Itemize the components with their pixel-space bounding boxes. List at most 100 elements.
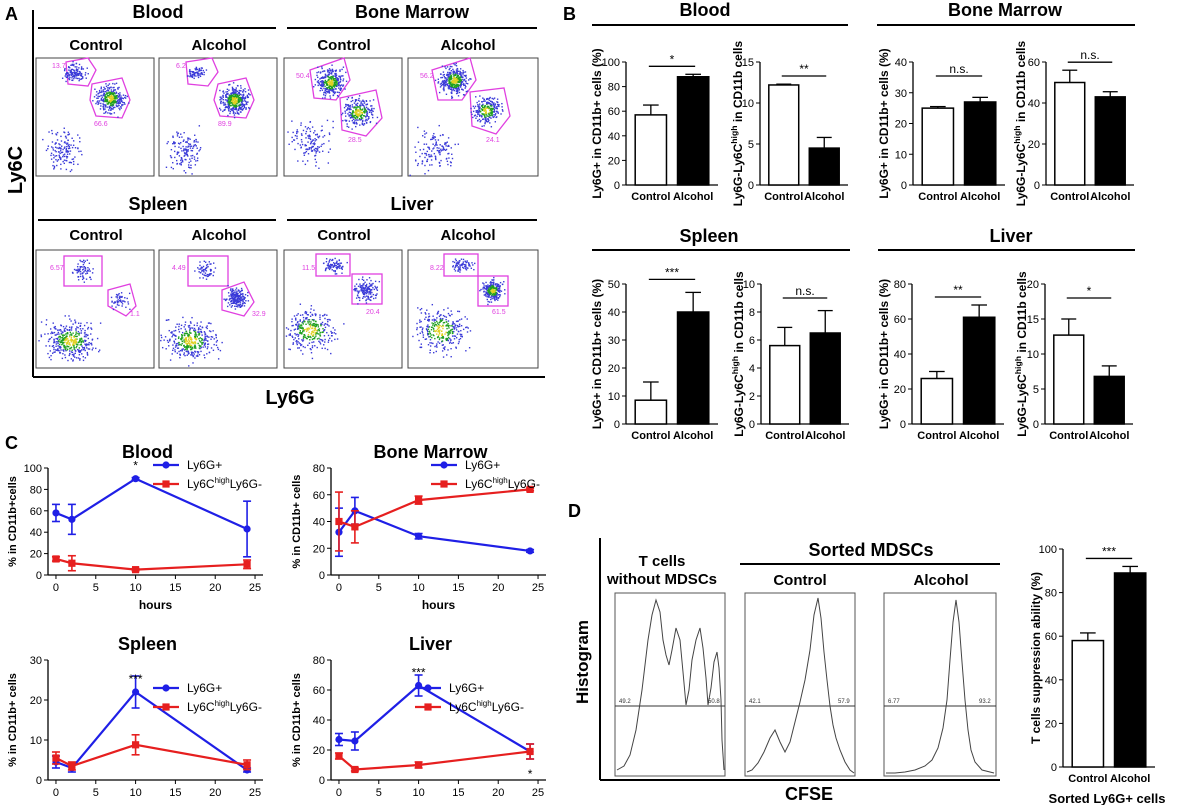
- flow-event-dot: [200, 267, 202, 269]
- flow-event-dot: [317, 80, 320, 82]
- x-tick-label: Alcohol: [1110, 773, 1150, 785]
- flow-event-dot: [455, 69, 458, 71]
- flow-event-dot: [96, 97, 98, 99]
- flow-event-dot: [324, 338, 326, 341]
- flow-event-dot: [342, 78, 345, 80]
- flow-event-dot: [447, 73, 450, 76]
- y-tick-label: 10: [608, 391, 620, 403]
- flow-event-dot: [442, 71, 445, 73]
- flow-event-dot: [200, 321, 202, 323]
- flow-event-dot: [487, 105, 490, 108]
- flow-event-dot: [333, 90, 335, 93]
- flow-event-dot: [493, 114, 495, 116]
- flow-event-dot: [440, 148, 442, 151]
- flow-event-dot: [356, 109, 358, 111]
- flow-event-dot: [313, 337, 316, 340]
- flow-event-dot: [320, 324, 322, 327]
- flow-event-dot: [303, 319, 305, 321]
- flow-event-dot: [458, 89, 461, 91]
- flow-event-dot: [63, 69, 66, 72]
- flow-event-dot: [69, 334, 71, 336]
- flow-event-dot: [335, 333, 337, 335]
- flow-event-dot: [316, 74, 318, 77]
- flow-event-dot: [239, 104, 241, 106]
- flow-event-dot: [326, 331, 328, 334]
- flow-event-dot: [456, 79, 458, 81]
- flow-event-dot: [247, 300, 250, 302]
- flow-event-dot: [447, 137, 450, 139]
- flow-event-dot: [457, 90, 459, 92]
- flow-event-dot: [70, 358, 73, 360]
- flow-event-dot: [116, 97, 119, 99]
- flow-event-dot: [314, 154, 317, 157]
- flow-event-dot: [372, 110, 374, 113]
- flow-event-dot: [240, 296, 242, 298]
- flow-event-dot: [59, 345, 61, 348]
- flow-event-dot: [489, 122, 491, 124]
- y-tick-label: 40: [608, 131, 620, 143]
- flow-event-dot: [332, 85, 335, 87]
- flow-event-dot: [346, 98, 348, 101]
- flow-event-dot: [239, 107, 242, 110]
- flow-event-dot: [293, 338, 295, 341]
- flow-event-dot: [119, 94, 121, 96]
- flow-event-dot: [104, 104, 107, 106]
- flow-event-dot: [186, 154, 189, 157]
- flow-event-dot: [313, 143, 316, 146]
- flow-event-dot: [62, 155, 64, 158]
- flow-event-dot: [317, 150, 319, 152]
- flow-event-dot: [249, 94, 251, 96]
- flow-event-dot: [201, 339, 203, 342]
- data-point-ly6c: [335, 752, 343, 760]
- flow-event-dot: [297, 160, 299, 162]
- flow-event-dot: [315, 333, 317, 335]
- flow-event-dot: [206, 275, 209, 278]
- flow-event-dot: [243, 106, 246, 109]
- data-point-ly6c: [351, 523, 359, 531]
- flow-event-dot: [308, 342, 311, 344]
- flow-event-dot: [322, 136, 324, 138]
- flow-event-dot: [195, 160, 197, 162]
- flow-event-dot: [60, 340, 62, 342]
- flow-event-dot: [463, 79, 465, 82]
- flow-event-dot: [308, 336, 310, 339]
- flow-event-dot: [186, 150, 188, 152]
- flow-event-dot: [360, 103, 362, 105]
- flow-event-dot: [90, 333, 92, 335]
- flow-event-dot: [111, 301, 113, 303]
- flow-event-dot: [484, 121, 486, 123]
- flow-event-dot: [75, 62, 77, 65]
- flow-event-dot: [115, 96, 117, 98]
- flow-event-dot: [309, 326, 312, 328]
- flow-event-dot: [364, 281, 366, 283]
- flow-event-dot: [453, 74, 455, 77]
- flow-event-dot: [453, 73, 455, 75]
- flow-event-dot: [55, 334, 57, 336]
- flow-event-dot: [69, 348, 71, 350]
- flow-event-dot: [439, 165, 441, 167]
- flow-event-dot: [177, 132, 180, 134]
- flow-event-dot: [317, 71, 320, 73]
- flow-event-dot: [119, 299, 121, 302]
- flow-event-dot: [448, 75, 451, 77]
- flow-event-dot: [312, 145, 315, 148]
- line-chart-C-spleen: 01020300510152025hoursSpleen% in CD11b+ …: [7, 634, 263, 805]
- flow-event-dot: [197, 76, 200, 79]
- flow-event-dot: [336, 268, 338, 270]
- flow-event-dot: [372, 282, 374, 285]
- flow-event-dot: [369, 292, 371, 294]
- flow-event-dot: [230, 306, 233, 308]
- flow-event-dot: [339, 77, 342, 79]
- flow-event-dot: [332, 94, 335, 96]
- flow-event-dot: [370, 296, 372, 298]
- flow-event-dot: [446, 157, 448, 160]
- flow-event-dot: [49, 338, 51, 340]
- flow-event-dot: [61, 343, 63, 346]
- flow-event-dot: [321, 331, 323, 334]
- panel-c-label: C: [5, 433, 18, 453]
- flow-event-dot: [215, 341, 218, 343]
- flow-event-dot: [315, 323, 317, 325]
- flow-event-dot: [302, 323, 305, 325]
- flow-event-dot: [304, 334, 306, 337]
